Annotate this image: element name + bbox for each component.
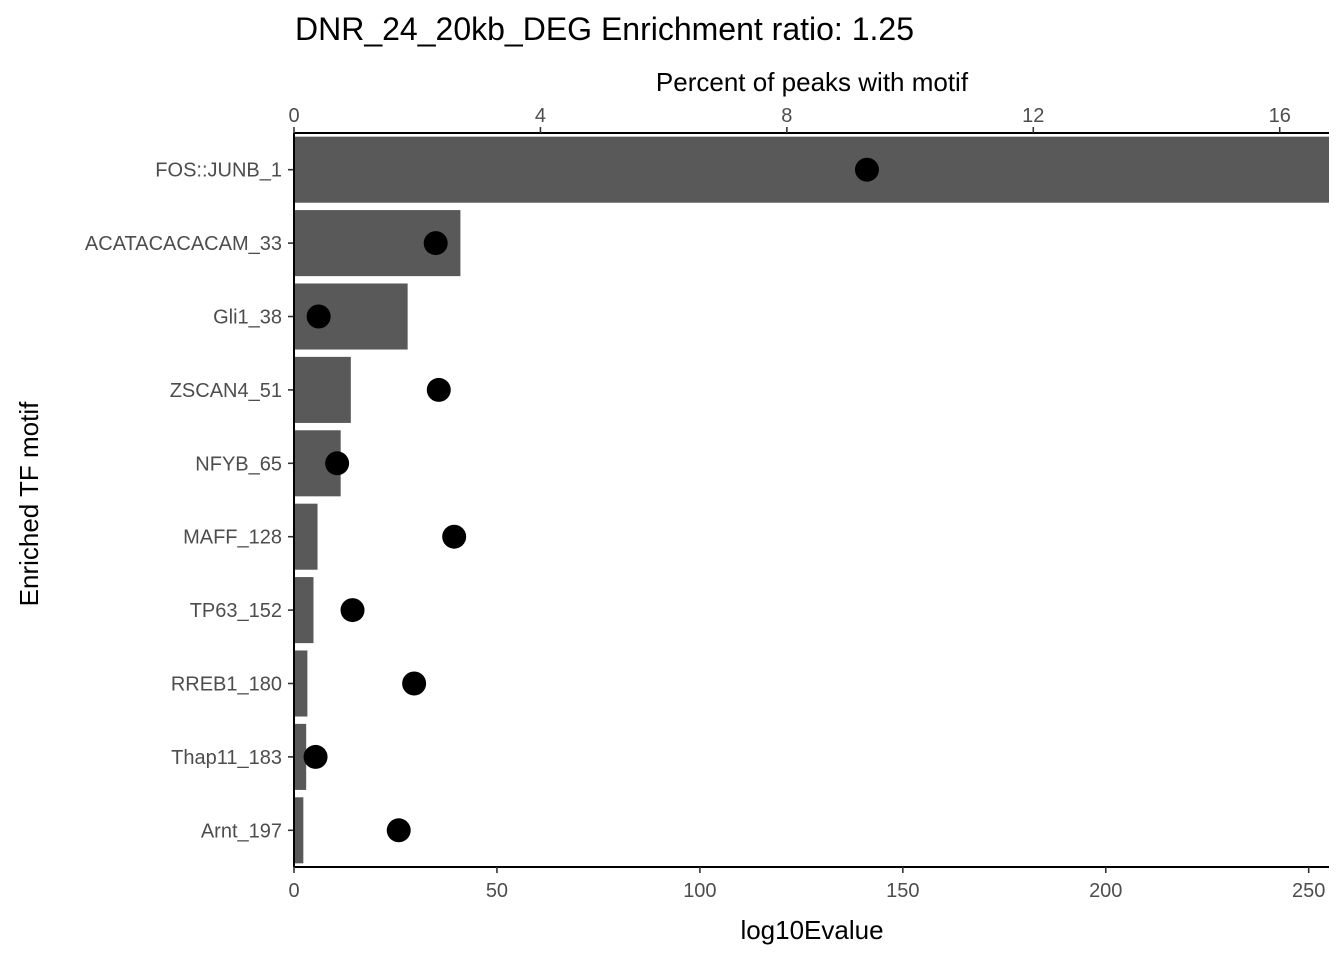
- y-tick-label: MAFF_128: [183, 527, 282, 549]
- secondary-x-tick-label: 16: [1269, 105, 1291, 127]
- point: [442, 524, 467, 549]
- bar: [294, 136, 1329, 203]
- secondary-x-axis-title: Percent of peaks with motif: [656, 67, 969, 97]
- y-tick-label: ACATACACACAM_33: [85, 233, 282, 255]
- y-tick-label: ZSCAN4_51: [170, 380, 282, 402]
- bars-layer: [294, 136, 1329, 864]
- point: [303, 744, 328, 769]
- x-tick-label: 150: [886, 880, 919, 902]
- bar: [294, 723, 307, 790]
- bar: [294, 503, 318, 570]
- point: [426, 377, 451, 402]
- point: [340, 598, 365, 623]
- y-axis-title: Enriched TF motif: [14, 401, 44, 606]
- point: [386, 818, 411, 843]
- x-tick-label: 50: [486, 880, 508, 902]
- x-axis-title: log10Evalue: [740, 915, 883, 945]
- y-tick-label: FOS::JUNB_1: [155, 160, 282, 182]
- bar: [294, 356, 351, 423]
- point: [306, 304, 331, 329]
- y-tick-label: Gli1_38: [213, 307, 282, 329]
- x-tick-label: 0: [288, 880, 299, 902]
- point: [325, 451, 350, 476]
- chart-title: DNR_24_20kb_DEG Enrichment ratio: 1.25: [295, 11, 914, 47]
- x-tick-label: 250: [1292, 880, 1325, 902]
- y-tick-label: Thap11_183: [171, 747, 282, 769]
- bar: [294, 650, 308, 717]
- y-tick-label: NFYB_65: [195, 453, 282, 475]
- secondary-x-tick-label: 12: [1022, 105, 1044, 127]
- x-tick-label: 100: [683, 880, 716, 902]
- x-tick-label: 200: [1089, 880, 1122, 902]
- point: [423, 231, 448, 256]
- points-layer: [303, 157, 879, 843]
- secondary-x-tick-label: 8: [781, 105, 792, 127]
- bar: [294, 577, 314, 644]
- y-tick-label: RREB1_180: [171, 674, 282, 696]
- secondary-x-tick-label: 0: [288, 105, 299, 127]
- secondary-x-tick-label: 4: [535, 105, 546, 127]
- y-tick-label: TP63_152: [190, 600, 282, 622]
- axes-layer: FOS::JUNB_1ACATACACACAM_33Gli1_38ZSCAN4_…: [85, 105, 1329, 902]
- point: [402, 671, 427, 696]
- point: [854, 157, 879, 182]
- bar: [294, 797, 304, 864]
- y-tick-label: Arnt_197: [201, 820, 282, 842]
